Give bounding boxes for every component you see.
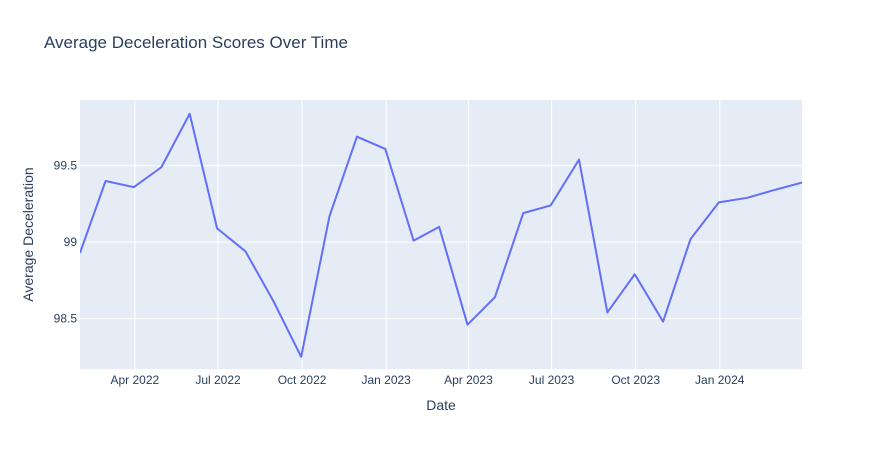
- x-tick-label: Jul 2023: [529, 373, 575, 387]
- series-line: [80, 112, 802, 358]
- x-tick-label: Apr 2022: [110, 373, 159, 387]
- y-tick-label: 99.5: [54, 159, 78, 173]
- x-tick-label: Jan 2023: [361, 373, 411, 387]
- x-tick-label: Jan 2024: [695, 373, 745, 387]
- y-tick-label: 99: [64, 235, 78, 249]
- series-layer: [80, 112, 802, 358]
- y-tick-label: 98.5: [54, 312, 78, 326]
- x-tick-label: Oct 2023: [611, 373, 660, 387]
- chart-title: Average Deceleration Scores Over Time: [44, 33, 348, 52]
- x-tick-label: Apr 2023: [444, 373, 493, 387]
- grid-lines: [80, 100, 802, 369]
- x-tick-labels: Apr 2022 Jul 2022 Oct 2022 Jan 2023 Apr 2023…: [110, 373, 744, 387]
- x-tick-label: Oct 2022: [278, 373, 327, 387]
- x-axis-title: Date: [426, 397, 456, 413]
- y-tick-labels: 98.5 99 99.5: [54, 159, 78, 326]
- y-axis-title: Average Deceleration: [20, 167, 36, 301]
- x-tick-label: Jul 2022: [195, 373, 241, 387]
